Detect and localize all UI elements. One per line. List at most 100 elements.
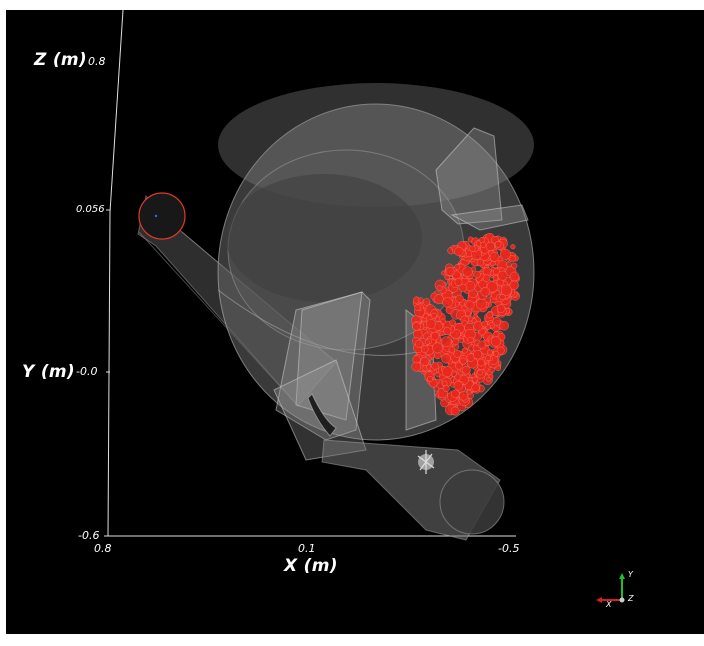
particle xyxy=(509,280,519,290)
particle xyxy=(459,357,467,365)
particle xyxy=(497,270,508,281)
z-tick-mid: 0.056 xyxy=(76,204,105,215)
particle xyxy=(426,319,436,329)
particle xyxy=(511,262,518,269)
particle xyxy=(500,284,512,296)
particle xyxy=(476,298,488,310)
particle xyxy=(448,346,456,353)
particle xyxy=(445,266,455,276)
particle xyxy=(499,294,506,301)
particle xyxy=(506,261,512,268)
3d-scene-panel[interactable]: Z (m) 0.8 0.056 Y (m) -0.0 -0.6 0.8 0.1 … xyxy=(6,10,704,634)
particle xyxy=(451,389,460,399)
particle xyxy=(427,376,434,383)
particle xyxy=(499,248,511,260)
particle xyxy=(493,350,499,357)
particle xyxy=(453,381,463,391)
particle xyxy=(443,327,452,336)
particle xyxy=(508,255,516,263)
particle xyxy=(450,406,460,416)
particle xyxy=(433,294,444,305)
particle xyxy=(454,278,463,286)
particle xyxy=(422,298,431,306)
particle xyxy=(469,245,476,252)
z-axis-title: Z (m) xyxy=(34,50,87,70)
particle xyxy=(442,366,453,378)
particle xyxy=(480,241,487,248)
particle xyxy=(465,310,471,317)
particle xyxy=(465,281,476,292)
x-tick-left: 0.8 xyxy=(94,542,112,555)
particle xyxy=(499,321,509,331)
particle xyxy=(415,339,424,348)
particle xyxy=(482,274,491,282)
particle xyxy=(450,370,457,377)
particle xyxy=(454,246,464,256)
particle xyxy=(480,287,490,297)
particle xyxy=(455,362,463,370)
particle xyxy=(485,355,492,362)
particle xyxy=(455,294,464,303)
outlet-pipe xyxy=(307,393,505,541)
particle xyxy=(462,366,471,375)
x-axis-title: X (m) xyxy=(284,556,338,576)
particle xyxy=(466,389,472,395)
particle xyxy=(462,266,473,277)
z-tick-top: 0.8 xyxy=(88,55,106,68)
particle xyxy=(492,317,502,326)
particle xyxy=(486,377,492,383)
particle xyxy=(486,281,498,293)
particle xyxy=(461,347,468,354)
particle xyxy=(476,258,485,267)
y-axis-line xyxy=(107,211,111,537)
particle xyxy=(465,300,475,310)
particle xyxy=(487,349,493,355)
inlet-opening xyxy=(138,192,186,240)
particle xyxy=(494,240,502,248)
particle xyxy=(473,271,481,279)
particle xyxy=(477,369,483,376)
particle xyxy=(432,342,443,354)
particle xyxy=(510,244,516,250)
particle xyxy=(486,311,494,319)
particle xyxy=(454,264,461,270)
y-axis-title: Y (m) xyxy=(22,362,75,382)
particle xyxy=(481,320,488,328)
particle xyxy=(485,241,496,252)
particle xyxy=(431,362,439,370)
particle xyxy=(468,316,474,322)
particle xyxy=(440,318,447,325)
orientation-x-label: X xyxy=(606,600,612,609)
orientation-z-label: Z xyxy=(628,594,634,603)
particle xyxy=(471,383,480,392)
particle xyxy=(477,340,487,350)
z-axis-line xyxy=(109,10,124,213)
y-tick-bottom: -0.6 xyxy=(78,529,100,542)
x-tick-mid: 0.1 xyxy=(298,542,316,555)
particle xyxy=(459,283,468,292)
y-tick-mid: -0.0 xyxy=(76,365,98,378)
particle xyxy=(473,321,484,331)
particle xyxy=(420,345,429,353)
particle xyxy=(430,331,440,341)
particle xyxy=(440,336,452,348)
particle xyxy=(442,297,453,308)
particle xyxy=(452,338,460,346)
particle xyxy=(477,358,486,367)
particle xyxy=(442,385,450,392)
particle xyxy=(473,350,483,360)
particle xyxy=(441,353,451,364)
particle xyxy=(430,312,437,319)
particle xyxy=(411,361,422,372)
orientation-y-label: Y xyxy=(628,570,633,579)
particle xyxy=(458,391,469,401)
particle xyxy=(424,339,430,345)
orientation-widget[interactable]: Y Z X xyxy=(592,570,634,610)
particle-bed xyxy=(411,233,520,416)
particle xyxy=(496,304,506,313)
x-tick-right: -0.5 xyxy=(498,542,520,555)
particle xyxy=(489,252,500,262)
particle xyxy=(420,356,430,367)
particle xyxy=(453,349,462,358)
